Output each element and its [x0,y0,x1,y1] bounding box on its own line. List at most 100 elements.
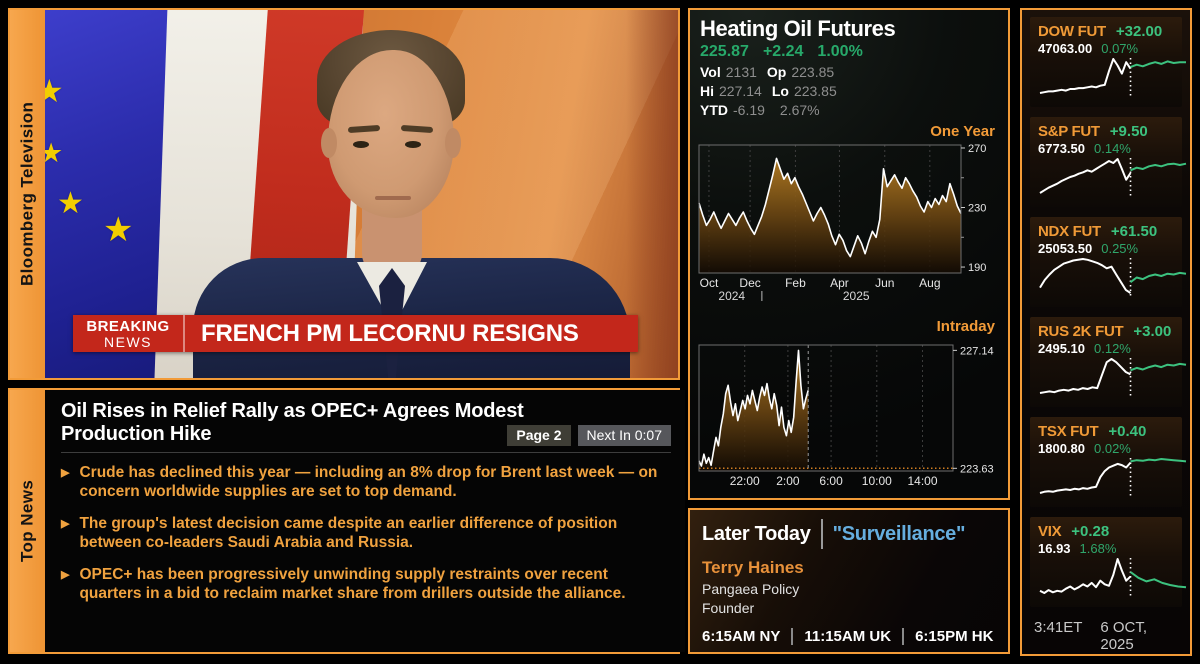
ticker-last: 1800.80 [1038,441,1085,456]
quote-ytd-row: YTD -6.19 2.67% [700,102,998,118]
op-value: 223.85 [791,64,835,80]
ticker-name: VIX [1038,523,1062,540]
ticker-sparkline [1039,158,1187,196]
eu-star-icon: ★ [45,73,64,109]
next-in-badge: Next In 0:07 [577,425,671,447]
person-eye [353,141,369,148]
ytd-pct-value: 2.67% [779,102,820,118]
breaking-tag-line2: NEWS [104,333,152,350]
airtime-uk: 11:15AM UK [804,628,892,645]
svg-text:Dec: Dec [739,276,760,290]
one-year-chart: 270 230 190 Oct Dec Feb Apr Jun Aug 2024 2025 [698,143,986,303]
news-bullet: ▶ The group's latest decision came despi… [61,515,671,553]
ticker-tile-rus2k: RUS 2K FUT +3.00 2495.10 0.12% [1030,317,1187,407]
page-badge: Page 2 [507,425,571,447]
bullet-arrow-icon: ▶ [61,568,70,581]
svg-text:22:00: 22:00 [730,474,760,488]
svg-text:190: 190 [968,262,986,274]
quote-title: Heating Oil Futures [700,16,896,41]
quote-vol-row: Vol 2131 Op 223.85 [700,64,998,80]
hi-value: 227.14 [719,83,762,99]
news-headline: Oil Rises in Relief Rally as OPEC+ Agree… [61,400,524,445]
ticker-tile-vix: VIX +0.28 16.93 1.68% [1030,517,1187,607]
ticker-change: +0.40 [1108,423,1147,440]
guest-org: Pangaea Policy [702,581,800,597]
ytd-value: -6.19 [733,102,765,118]
svg-text:Aug: Aug [919,276,940,290]
top-news-panel: Top News Oil Rises in Relief Rally as OP… [8,388,685,654]
vol-value: 2131 [725,64,757,80]
ticker-sparkline [1039,558,1187,596]
later-today-panel: Later Today "Surveillance" Terry Haines … [688,508,1010,654]
ticker-tile-ndx: NDX FUT +61.50 25053.50 0.25% [1030,217,1187,307]
ticker-name: DOW FUT [1038,23,1106,40]
later-today-label: Later Today [702,522,811,545]
airtime-hk: 6:15PM HK [915,628,994,645]
svg-text:227.14: 227.14 [960,345,994,357]
lo-label: Lo [771,83,789,99]
news-badges: Page 2 Next In 0:07 [507,425,671,447]
ticker-change: +61.50 [1110,223,1158,240]
svg-text:10:00: 10:00 [862,474,892,488]
ticker-tile-sp: S&P FUT +9.50 6773.50 0.14% [1030,117,1187,207]
time-divider [791,628,794,645]
ticker-sparkline [1039,458,1187,496]
ticker-pct: 1.68% [1079,541,1117,556]
quote-pct: 1.00% [817,43,863,60]
quote-last: 225.87 [700,43,749,60]
quote-hilo-row: Hi 227.14 Lo 223.85 [700,83,998,99]
ticker-tile-tsx: TSX FUT +0.40 1800.80 0.02% [1030,417,1187,507]
ticker-last: 25053.50 [1038,241,1093,256]
quote-header: Heating Oil Futures 225.87 +2.24 1.00% V… [690,10,1008,118]
quote-change: +2.24 [762,43,804,60]
hi-label: Hi [700,83,714,99]
svg-text:Oct: Oct [700,276,719,290]
svg-text:2:00: 2:00 [776,474,800,488]
ticker-last: 6773.50 [1038,141,1085,156]
ticker-change: +32.00 [1115,23,1163,40]
bullet-arrow-icon: ▶ [61,467,70,480]
ticker-pct: 0.14% [1094,141,1131,156]
ticker-last: 2495.10 [1038,341,1085,356]
intraday-chart-label: Intraday [936,318,995,335]
svg-text:270: 270 [968,143,986,155]
person-mouth [375,196,411,200]
svg-text:Feb: Feb [785,276,806,290]
top-news-content: Oil Rises in Relief Rally as OPEC+ Agree… [45,390,685,652]
ticker-name: NDX FUT [1038,223,1101,240]
news-photo: ★ ★ ★ ★ [45,10,678,378]
bullet-text: OPEC+ has been progressively unwinding s… [79,565,626,602]
ticker-last: 16.93 [1038,541,1071,556]
ticker-pct: 0.25% [1101,241,1139,256]
ticker-pct: 0.07% [1101,41,1139,56]
svg-text:14:00: 14:00 [908,474,938,488]
ticker-pct: 0.12% [1094,341,1131,356]
eu-star-icon: ★ [57,187,84,220]
ticker-tile-dow: DOW FUT +32.00 47063.00 0.07% [1030,17,1186,107]
guest-name: Terry Haines [702,558,804,577]
svg-text:2025: 2025 [843,289,870,303]
airtime-ny: 6:15AM NY [702,628,781,645]
person-face [328,50,454,218]
bullet-arrow-icon: ▶ [61,518,70,530]
svg-text:6:00: 6:00 [819,474,843,488]
clock-time: 3:41ET [1034,619,1083,636]
vol-label: Vol [700,64,721,80]
bullet-text: Crude has declined this year — including… [79,464,658,501]
eu-star-icon: ★ [103,211,134,249]
airtimes-row: 6:15AM NY 11:15AM UK 6:15PM HK [702,628,996,645]
intraday-chart: 227.14 223.63 22:00 2:00 6:00 10:00 14:00 [698,344,994,488]
breaking-news-banner: BREAKING NEWS FRENCH PM LECORNU RESIGNS [73,315,638,352]
quote-price-row: 225.87 +2.24 1.00% [700,43,998,61]
svg-text:230: 230 [968,203,986,215]
person-eye [405,141,421,148]
show-name: "Surveillance" [832,522,966,545]
channel-strip: Bloomberg Television [10,10,45,378]
eu-star-icon: ★ [45,138,64,168]
news-bullet: ▶ Crude has declined this year — includi… [61,464,671,502]
lo-value: 223.85 [793,83,837,99]
ticker-sparkline [1039,358,1187,396]
quote-panel: Heating Oil Futures 225.87 +2.24 1.00% V… [688,8,1010,500]
svg-text:Jun: Jun [875,276,894,290]
